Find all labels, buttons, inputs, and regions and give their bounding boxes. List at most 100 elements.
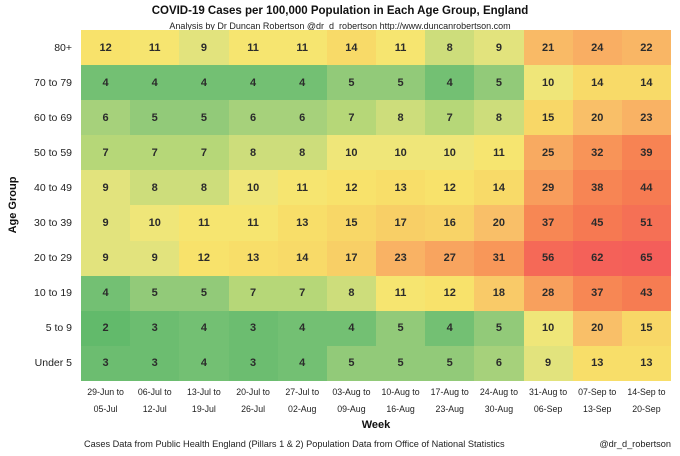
heatmap-cell: 5	[474, 65, 524, 101]
heatmap-cell: 5	[376, 65, 426, 101]
row-label: 80+	[54, 41, 72, 54]
row-label: 70 to 79	[34, 76, 72, 89]
col-label: 20-Jul to 26-Jul	[229, 384, 278, 418]
heatmap-cell: 12	[326, 170, 376, 206]
heatmap-cell: 7	[277, 275, 327, 311]
col-label-line1: 20-Jul to	[236, 387, 270, 397]
col-label: 27-Jul to 02-Aug	[278, 384, 327, 418]
col-label: 29-Jun to 05-Jul	[81, 384, 130, 418]
col-label: 03-Aug to 09-Aug	[327, 384, 376, 418]
heatmap-cell: 12	[179, 240, 229, 276]
col-label-line2: 02-Aug	[288, 404, 317, 414]
heatmap-cell: 11	[474, 135, 524, 171]
heatmap-cell: 4	[130, 65, 180, 101]
col-label-line1: 03-Aug to	[332, 387, 371, 397]
col-label-line2: 26-Jul	[241, 404, 266, 414]
heatmap-cell: 5	[326, 345, 376, 381]
heatmap-cell: 13	[277, 205, 327, 241]
heatmap-cell: 3	[228, 310, 278, 346]
heatmap-cell: 65	[621, 240, 671, 276]
heatmap-cell: 3	[228, 345, 278, 381]
col-label: 24-Aug to 30-Aug	[474, 384, 523, 418]
col-label-line2: 16-Aug	[386, 404, 415, 414]
row-label: 60 to 69	[34, 111, 72, 124]
heatmap-cell: 5	[179, 275, 229, 311]
heatmap-cell: 17	[326, 240, 376, 276]
heatmap-cell: 39	[621, 135, 671, 171]
heatmap-cell: 7	[326, 100, 376, 136]
col-label: 10-Aug to 16-Aug	[376, 384, 425, 418]
heatmap-cell: 7	[228, 275, 278, 311]
col-label-line2: 13-Sep	[583, 404, 612, 414]
heatmap-cell: 10	[326, 135, 376, 171]
heatmap-cell: 7	[130, 135, 180, 171]
heatmap-cell: 9	[523, 345, 573, 381]
col-label: 14-Sep to 20-Sep	[622, 384, 671, 418]
heatmap-cell: 56	[523, 240, 573, 276]
heatmap-cell: 11	[277, 170, 327, 206]
col-label-line1: 14-Sep to	[627, 387, 666, 397]
heatmap-cell: 12	[425, 170, 475, 206]
heatmap-cell: 20	[572, 310, 622, 346]
heatmap-cell: 24	[572, 30, 622, 66]
col-label-line1: 27-Jul to	[285, 387, 320, 397]
heatmap-cell: 22	[621, 30, 671, 66]
heatmap-cell: 23	[376, 240, 426, 276]
col-label-line2: 05-Jul	[93, 404, 118, 414]
heatmap-cell: 11	[376, 275, 426, 311]
heatmap-cell: 8	[425, 30, 475, 66]
heatmap-cell: 4	[81, 275, 131, 311]
author-handle: @dr_d_robertson	[599, 439, 671, 449]
heatmap-cell: 6	[474, 345, 524, 381]
y-axis-tick-labels: 80+ 70 to 79 60 to 69 50 to 59 40 to 49 30 to…	[0, 30, 77, 381]
heatmap-cell: 8	[474, 100, 524, 136]
col-label-line1: 24-Aug to	[479, 387, 518, 397]
row-label: 20 to 29	[34, 252, 72, 265]
heatmap-cell: 13	[228, 240, 278, 276]
heatmap-cell: 6	[81, 100, 131, 136]
heatmap-cell: 5	[376, 345, 426, 381]
heatmap-cell: 21	[523, 30, 573, 66]
heatmap-cell: 2	[81, 310, 131, 346]
heatmap-cell: 11	[179, 205, 229, 241]
heatmap-cell: 15	[621, 310, 671, 346]
heatmap-cell: 9	[474, 30, 524, 66]
heatmap-cell: 4	[277, 65, 327, 101]
heatmap-cell: 37	[572, 275, 622, 311]
heatmap-cell: 14	[572, 65, 622, 101]
row-label: Under 5	[34, 357, 72, 370]
heatmap-cell: 8	[228, 135, 278, 171]
heatmap-grid: 12 11 9 11 11 14 11 8 9 21 24 22 4 4 4 4 4 5 5 4 5 10 14 14 6 5 5 6…	[81, 30, 671, 381]
chart-subtitle: Analysis by Dr Duncan Robertson @dr_d_ro…	[169, 21, 511, 31]
heatmap-cell: 44	[621, 170, 671, 206]
heatmap-cell: 11	[228, 205, 278, 241]
heatmap-cell: 45	[572, 205, 622, 241]
heatmap-cell: 8	[130, 170, 180, 206]
col-label: 17-Aug to 23-Aug	[425, 384, 474, 418]
heatmap-cell: 27	[425, 240, 475, 276]
heatmap-cell: 3	[130, 345, 180, 381]
heatmap-cell: 10	[425, 135, 475, 171]
heatmap-cell: 18	[474, 275, 524, 311]
heatmap-cell: 3	[130, 310, 180, 346]
heatmap-cell: 13	[621, 345, 671, 381]
heatmap-cell: 20	[572, 100, 622, 136]
heatmap-cell: 4	[277, 310, 327, 346]
heatmap-cell: 62	[572, 240, 622, 276]
col-label: 06-Jul to 12-Jul	[130, 384, 179, 418]
heatmap-cell: 5	[130, 275, 180, 311]
heatmap-cell: 17	[376, 205, 426, 241]
heatmap-cell: 10	[228, 170, 278, 206]
heatmap-cell: 3	[81, 345, 131, 381]
row-label: 5 to 9	[45, 322, 72, 335]
col-label-line2: 20-Sep	[632, 404, 661, 414]
col-label-line1: 13-Jul to	[187, 387, 221, 397]
col-label-line2: 30-Aug	[484, 404, 514, 414]
heatmap-cell: 9	[130, 240, 180, 276]
row-label: 50 to 59	[34, 146, 72, 159]
heatmap-cell: 11	[376, 30, 426, 66]
heatmap-cell: 10	[376, 135, 426, 171]
heatmap-cell: 11	[277, 30, 327, 66]
heatmap-cell: 23	[621, 100, 671, 136]
